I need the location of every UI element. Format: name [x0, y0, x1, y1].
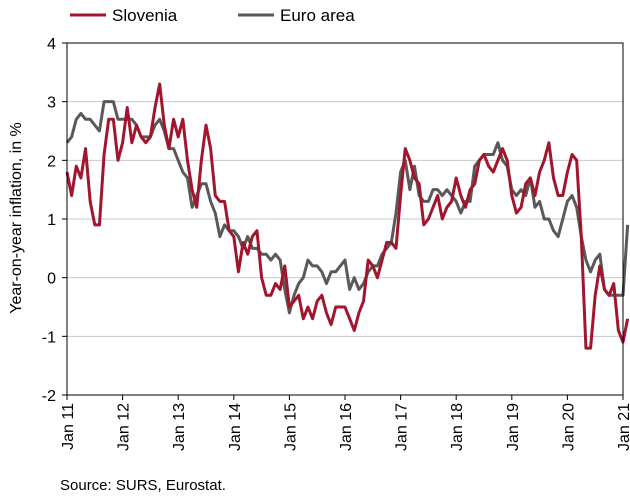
y-tick-label: 4 [47, 36, 56, 53]
plot-frame [66, 42, 624, 396]
x-axis-ticks: Jan 11 Jan 12 Jan 13 Jan 14 Jan 15 Jan 16 Jan … [60, 395, 630, 451]
y-tick-label: 0 [47, 271, 56, 288]
x-tick-label: Jan 18 [449, 403, 466, 451]
series-lines [65, 82, 630, 350]
x-tick-label: Jan 12 [116, 403, 133, 451]
series-line-euro-area [65, 100, 630, 315]
y-axis-label: Year-on-year inflation, in % [8, 122, 25, 314]
y-tick-label: 1 [47, 212, 56, 229]
legend: Slovenia Euro area [70, 6, 355, 25]
y-tick-label: 3 [47, 95, 56, 112]
source-note: Source: SURS, Eurostat. [60, 477, 226, 494]
x-tick-label: Jan 15 [282, 403, 299, 451]
y-axis-ticks: 4 3 2 1 0 -1 -2 [42, 36, 67, 405]
gridlines [67, 101, 623, 337]
x-tick-label: Jan 16 [338, 403, 355, 451]
x-tick-label: Jan 19 [505, 403, 522, 451]
x-tick-label: Jan 21 [616, 403, 630, 451]
x-tick-label: Jan 11 [60, 403, 77, 450]
legend-label-euro-area: Euro area [280, 6, 355, 25]
x-tick-label: Jan 20 [560, 403, 577, 451]
y-tick-label: -1 [42, 329, 56, 346]
y-tick-label: 2 [47, 153, 56, 170]
y-tick-label: -2 [42, 388, 56, 405]
legend-label-slovenia: Slovenia [112, 6, 178, 25]
x-tick-label: Jan 17 [394, 403, 411, 451]
series-line-slovenia [65, 82, 630, 350]
x-tick-label: Jan 13 [171, 403, 188, 451]
x-tick-label: Jan 14 [227, 403, 244, 451]
